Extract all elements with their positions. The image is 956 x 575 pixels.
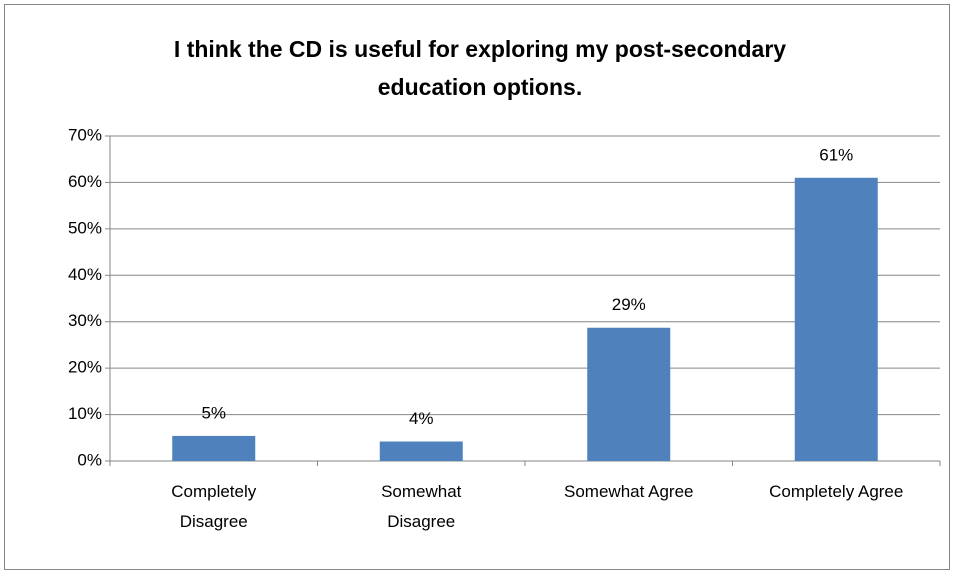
bar: [172, 435, 256, 461]
y-tick-label: 50%: [68, 218, 102, 237]
chart-title: I think the CD is useful for exploring m…: [173, 36, 787, 100]
x-tick-label: Somewhat Agree: [564, 482, 694, 501]
data-label: 61%: [819, 145, 853, 164]
y-tick-label: 20%: [68, 358, 102, 377]
y-tick-label: 70%: [68, 125, 102, 144]
data-label: 4%: [409, 409, 434, 428]
bar: [794, 177, 878, 462]
y-tick-label: 0%: [77, 450, 102, 469]
y-tick-label: 60%: [68, 172, 102, 191]
bar: [379, 441, 463, 461]
bar: [587, 327, 671, 461]
y-tick-label: 30%: [68, 311, 102, 330]
x-tick-label: Completely Agree: [769, 482, 904, 501]
x-tick-label: Somewhat Disagree: [381, 482, 462, 531]
y-tick-label: 40%: [68, 265, 102, 284]
x-tick-label: Completely Disagree: [171, 482, 257, 531]
chart-frame: [4, 4, 950, 570]
data-label: 29%: [612, 295, 646, 314]
data-label: 5%: [201, 403, 226, 422]
y-tick-label: 10%: [68, 404, 102, 423]
